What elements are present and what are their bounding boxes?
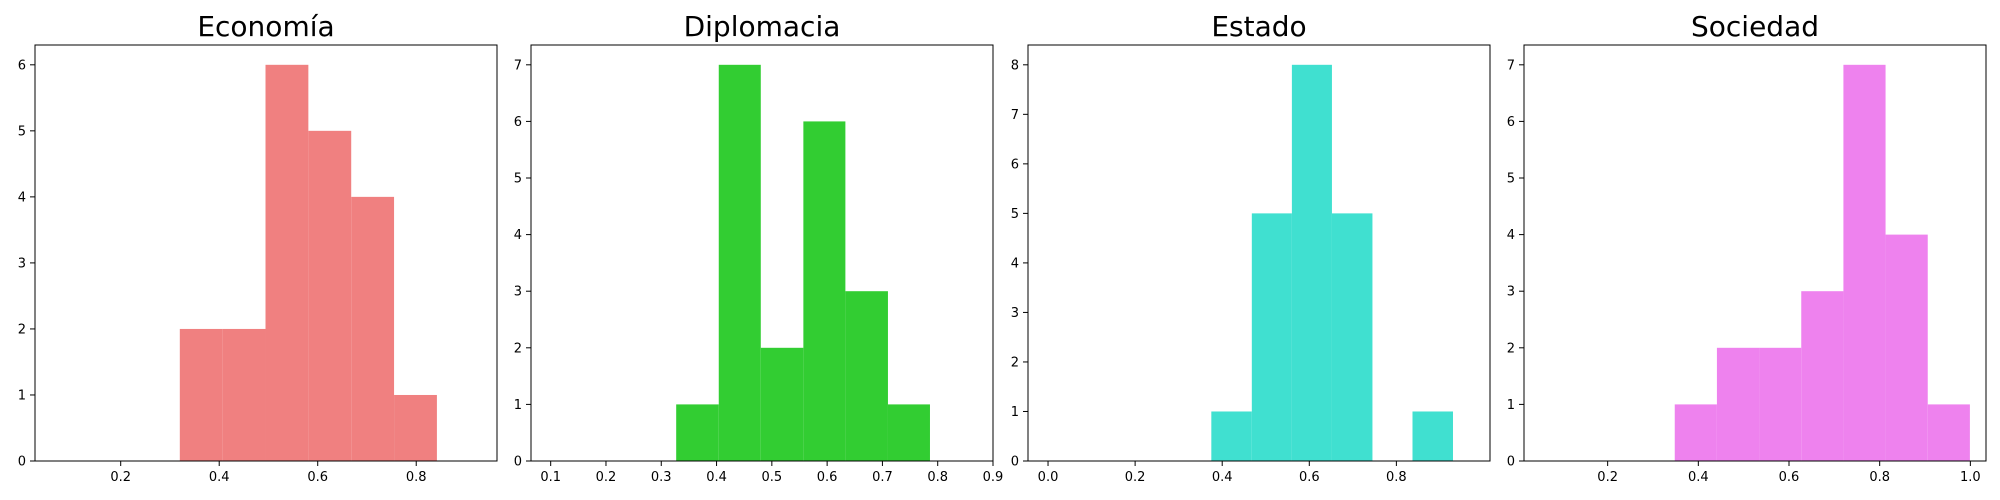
y-tick-label: 1 <box>1507 398 1515 413</box>
y-tick-label: 1 <box>1011 405 1019 420</box>
y-tick-label: 7 <box>1011 108 1019 123</box>
x-tick-label: 0.0 <box>1038 470 1059 485</box>
y-tick-label: 3 <box>18 256 26 271</box>
y-tick-label: 0 <box>514 455 522 470</box>
histogram-bar <box>1291 64 1332 461</box>
axes-frame <box>530 44 994 462</box>
histogram-bar <box>760 347 804 461</box>
x-tick-label: 0.8 <box>927 470 948 485</box>
y-tick-label: 1 <box>18 388 26 403</box>
axes-frame <box>34 44 498 462</box>
histogram-bar <box>1412 411 1453 461</box>
x-tick-label: 1.0 <box>1960 470 1981 485</box>
x-tick-label: 0.4 <box>209 470 230 485</box>
y-tick-label: 6 <box>18 58 26 73</box>
y-tick-label: 6 <box>1011 157 1019 172</box>
x-tick-label: 0.7 <box>872 470 893 485</box>
histogram-bar <box>718 64 761 461</box>
chart-title: Estado <box>1211 10 1306 43</box>
chart-title: Sociedad <box>1691 10 1819 43</box>
y-tick-label: 2 <box>514 341 522 356</box>
y-tick-label: 8 <box>1011 58 1019 73</box>
histogram-bar <box>1331 213 1373 461</box>
histogram-bar <box>1843 64 1886 461</box>
x-tick-label: 0.8 <box>1869 470 1890 485</box>
chart-title: Diplomacia <box>684 10 841 43</box>
histogram-bar <box>845 291 888 461</box>
histogram-bar <box>265 64 309 461</box>
histogram-bar <box>179 328 223 461</box>
x-tick-label: 0.2 <box>1597 470 1618 485</box>
y-tick-label: 0 <box>1507 455 1515 470</box>
histogram-bar <box>1927 404 1970 461</box>
x-tick-label: 0.2 <box>110 470 131 485</box>
y-tick-label: 3 <box>1507 285 1515 300</box>
x-tick-label: 0.6 <box>307 470 328 485</box>
y-tick-label: 5 <box>514 172 522 187</box>
histogram-bar <box>351 196 395 461</box>
x-tick-label: 0.6 <box>1779 470 1800 485</box>
histogram-bar <box>1674 404 1717 461</box>
y-tick-label: 1 <box>514 398 522 413</box>
x-tick-label: 0.8 <box>1386 470 1407 485</box>
x-tick-label: 0.6 <box>1299 470 1320 485</box>
y-tick-label: 2 <box>1507 341 1515 356</box>
chart-diplomacia: 0.1 0.2 0.3 0.4 0.5 0.6 0.7 0.8 0.9 0 1 2 3 4 5 6 7 Diplo… <box>514 10 1004 485</box>
y-tick-label: 5 <box>1507 172 1515 187</box>
histogram-bar <box>394 394 437 461</box>
y-tick-label: 0 <box>18 455 26 470</box>
y-tick-label: 2 <box>1011 355 1019 370</box>
x-tick-label: 0.6 <box>817 470 838 485</box>
histogram-bar <box>887 404 930 461</box>
chart-title: Economía <box>197 10 334 43</box>
chart-sociedad: 0.2 0.4 0.6 0.8 1.0 0 1 2 3 4 5 6 7 Sociedad <box>1507 10 1987 485</box>
histogram-bar <box>1801 291 1844 461</box>
histogram-bar <box>1251 213 1292 461</box>
histogram-bar <box>1759 347 1802 461</box>
y-tick-label: 7 <box>514 58 522 73</box>
y-tick-label: 4 <box>1011 256 1019 271</box>
y-tick-label: 4 <box>18 190 26 205</box>
histogram-bar <box>222 328 266 461</box>
histogram-bar <box>803 121 846 461</box>
x-tick-label: 0.5 <box>761 470 782 485</box>
x-tick-label: 0.1 <box>540 470 561 485</box>
x-tick-label: 0.2 <box>1125 470 1146 485</box>
x-tick-label: 0.2 <box>596 470 617 485</box>
y-tick-label: 5 <box>18 124 26 139</box>
axes-frame <box>1523 44 1987 462</box>
y-tick-label: 7 <box>1507 58 1515 73</box>
y-tick-label: 2 <box>18 322 26 337</box>
y-tick-label: 0 <box>1011 455 1019 470</box>
histogram-bar <box>676 404 719 461</box>
x-tick-label: 0.4 <box>1212 470 1233 485</box>
y-tick-label: 3 <box>514 285 522 300</box>
histogram-bar <box>308 130 352 461</box>
histogram-bar <box>1211 411 1252 461</box>
y-tick-label: 4 <box>1507 228 1515 243</box>
chart-estado: 0.0 0.2 0.4 0.6 0.8 0 1 2 3 4 5 6 7 8 Estado <box>1011 10 1491 485</box>
y-tick-label: 5 <box>1011 207 1019 222</box>
chart-economia: 0.2 0.4 0.6 0.8 0 1 2 3 4 5 6 Economía <box>18 10 498 485</box>
y-tick-label: 6 <box>1507 115 1515 130</box>
y-tick-label: 4 <box>514 228 522 243</box>
y-tick-label: 3 <box>1011 306 1019 321</box>
x-tick-label: 0.4 <box>706 470 727 485</box>
histogram-bar <box>1885 234 1928 461</box>
x-tick-label: 0.9 <box>983 470 1004 485</box>
axes-frame <box>1027 44 1491 462</box>
x-tick-label: 0.8 <box>406 470 427 485</box>
histogram-bar <box>1716 347 1760 461</box>
x-tick-label: 0.4 <box>1688 470 1709 485</box>
x-tick-label: 0.3 <box>651 470 672 485</box>
y-tick-label: 6 <box>514 115 522 130</box>
